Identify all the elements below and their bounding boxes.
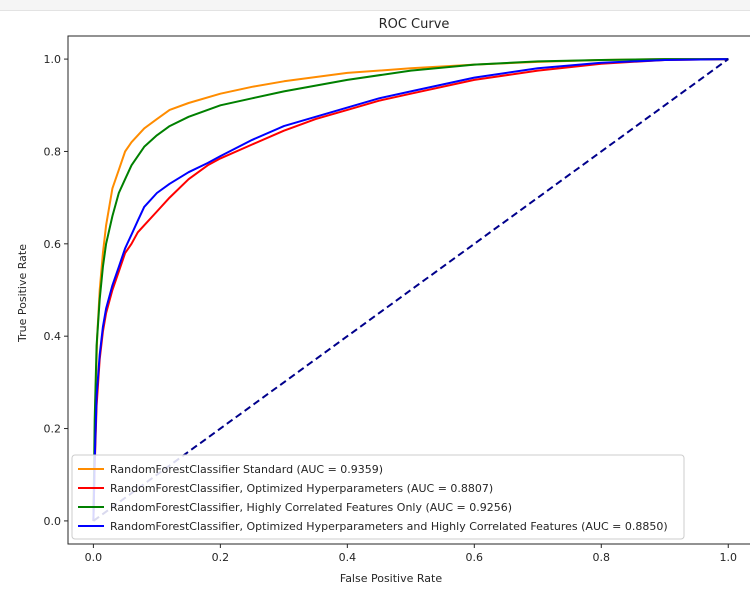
- legend-label: RandomForestClassifier, Highly Correlate…: [110, 501, 512, 514]
- roc-series-line-0: [92, 58, 729, 521]
- roc-series-line-1: [92, 58, 729, 521]
- legend-box: [71, 454, 685, 540]
- x-tick-label: 0.0: [85, 551, 103, 564]
- y-axis-label: True Positive Rate: [16, 244, 29, 343]
- chart-title: ROC Curve: [379, 17, 450, 32]
- y-tick-label: 0.4: [44, 330, 62, 343]
- y-tick-label: 0.0: [44, 515, 62, 528]
- x-tick-label: 0.6: [466, 551, 484, 564]
- y-axis: 0.0 0.2 0.4 0.6 0.8 1.0: [44, 53, 68, 528]
- series-layer: [92, 58, 729, 522]
- y-tick-label: 0.8: [44, 145, 62, 158]
- x-tick-label: 1.0: [720, 551, 738, 564]
- legend-label: RandomForestClassifier, Optimized Hyperp…: [110, 482, 493, 495]
- legend-label: RandomForestClassifier, Optimized Hyperp…: [110, 520, 668, 533]
- y-tick-label: 1.0: [44, 53, 62, 66]
- x-tick-label: 0.8: [593, 551, 611, 564]
- x-axis-label: False Positive Rate: [340, 572, 442, 585]
- legend: RandomForestClassifier Standard (AUC = 0…: [71, 454, 685, 540]
- roc-series-line-3: [92, 58, 729, 521]
- plot-frame: [67, 35, 750, 545]
- y-tick-label: 0.6: [44, 238, 62, 251]
- x-tick-label: 0.4: [339, 551, 357, 564]
- x-axis: 0.0 0.2 0.4 0.6 0.8 1.0: [85, 544, 737, 564]
- y-tick-label: 0.2: [44, 423, 62, 436]
- legend-label: RandomForestClassifier Standard (AUC = 0…: [110, 463, 383, 476]
- roc-series-line-2: [92, 58, 729, 521]
- diagonal-reference-line: [92, 58, 729, 522]
- notebook-output-header: [0, 0, 750, 11]
- x-tick-label: 0.2: [212, 551, 230, 564]
